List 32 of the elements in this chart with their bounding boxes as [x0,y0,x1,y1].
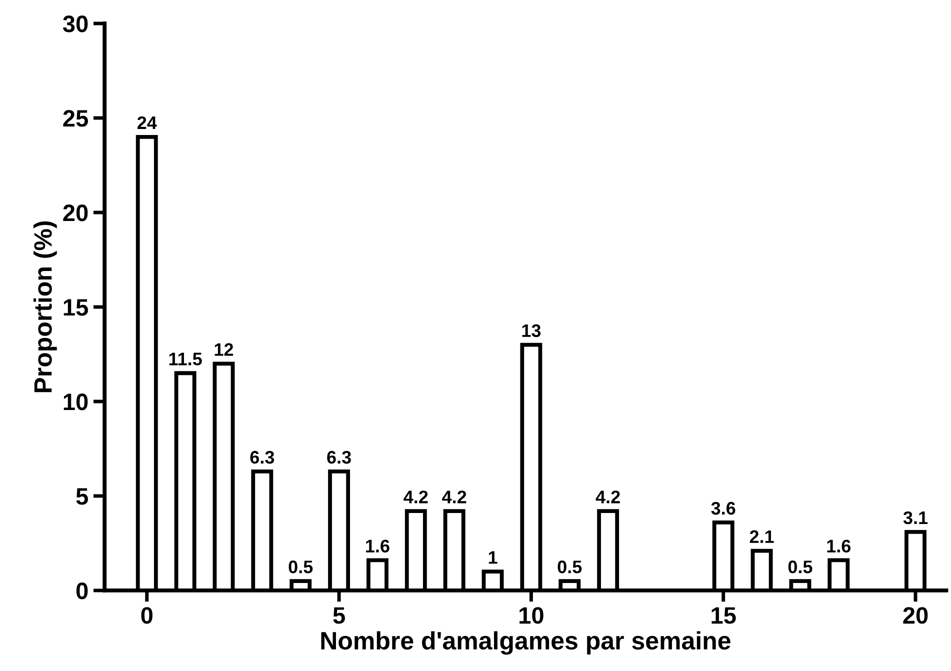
data-label: 6.3 [250,450,274,464]
y-tick-label: 20 [63,204,88,222]
y-tick-label: 30 [62,16,88,32]
data-label: 6.3 [327,450,351,464]
x-tick-label: 0 [141,607,152,624]
x-tick-label: 20 [903,607,928,624]
data-label: 0.5 [288,560,313,574]
data-label: 12 [214,343,234,356]
x-tick-label: 10 [520,607,544,624]
data-label: 11.5 [169,352,202,366]
data-label: 1.6 [366,540,390,553]
y-axis-title: Proportion (%) [34,221,57,392]
data-label: 4.2 [404,490,428,504]
data-label: 3.6 [711,502,736,515]
y-tick-label: 5 [76,488,88,505]
data-label: 4.2 [442,490,466,504]
x-tick-label: 5 [333,607,345,624]
data-label: 24 [137,116,157,129]
data-label: 3.1 [903,511,928,524]
data-label: 1.6 [827,540,851,553]
x-axis-title: Nombre d'amalgames par semaine [321,631,730,655]
data-label: 2.1 [750,530,774,543]
x-tick-label: 15 [712,607,736,624]
y-tick-label: 10 [64,394,88,410]
y-tick-label: 0 [76,582,88,600]
data-label: 0.5 [788,560,812,574]
y-tick-label: 15 [64,299,88,316]
data-label: 4.2 [596,490,620,504]
data-label: 0.5 [558,560,582,574]
data-label: 13 [522,324,541,338]
data-label: 1 [488,551,498,564]
y-tick-label: 25 [63,110,88,127]
